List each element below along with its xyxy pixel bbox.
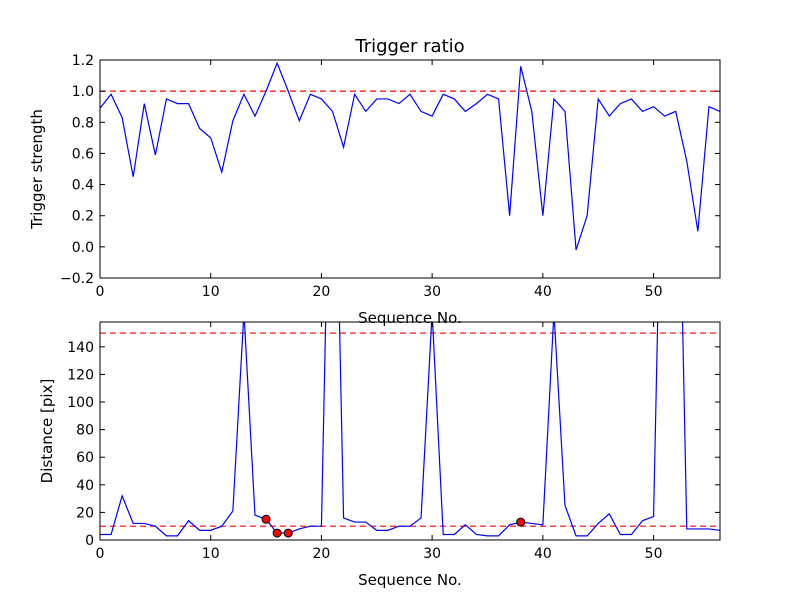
bottom-y-tick-label: 120 xyxy=(67,367,94,383)
bottom-y-ticks: 0 20 40 60 80 100 120 140 xyxy=(67,340,720,549)
bottom-y-tick-label: 100 xyxy=(67,395,94,411)
top-y-axis-label: Trigger strength xyxy=(28,109,46,230)
bottom-series xyxy=(100,322,720,537)
top-y-tick-label: 0.6 xyxy=(72,146,94,162)
bottom-y-tick-label: 80 xyxy=(76,423,94,439)
top-x-tick-label: 10 xyxy=(202,284,220,300)
bottom-markers xyxy=(261,514,526,538)
top-y-tick-label: 0.4 xyxy=(72,178,94,194)
bottom-x-tick-label: 0 xyxy=(96,546,105,562)
top-plot-frame xyxy=(99,59,721,279)
top-x-axis-label: Sequence No. xyxy=(358,309,462,327)
bottom-y-tick-label: 60 xyxy=(76,450,94,466)
bottom-x-axis-label: Sequence No. xyxy=(358,571,462,589)
bottom-y-tick-label: 20 xyxy=(76,505,94,521)
bottom-chart: 0 10 20 30 40 50 0 20 40 60 80 100 120 140 Sequence … xyxy=(38,321,721,589)
top-x-tick-label: 0 xyxy=(96,284,105,300)
bottom-marker-point xyxy=(283,528,293,538)
bottom-threshold-lines xyxy=(100,332,720,527)
top-series xyxy=(100,61,720,251)
top-x-tick-label: 30 xyxy=(423,284,441,300)
bottom-y-tick-label: 140 xyxy=(67,340,94,356)
top-chart: Trigger ratio 0 10 20 30 40 50 −0.20.00.20.40… xyxy=(28,36,721,327)
bottom-plot-frame xyxy=(99,321,721,541)
top-y-tick-label: 1.0 xyxy=(72,84,94,100)
bottom-x-tick-label: 30 xyxy=(423,546,441,562)
bottom-x-tick-label: 10 xyxy=(202,546,220,562)
top-y-tick-label: 1.2 xyxy=(72,53,94,69)
top-x-ticks: 0 10 20 30 40 50 xyxy=(96,60,663,300)
top-y-ticks: −0.2 0.0 0.2 0.4 0.6 0.8 1.0 1.2 xyxy=(60,53,720,287)
bottom-series-line xyxy=(100,322,720,537)
bottom-x-tick-label: 40 xyxy=(534,546,552,562)
bottom-marker-point xyxy=(272,528,282,538)
bottom-x-ticks: 0 10 20 30 40 50 xyxy=(96,322,663,562)
top-y-tick-label: 0.8 xyxy=(72,115,94,131)
top-x-tick-label: 40 xyxy=(534,284,552,300)
top-y-tick-label: −0.2 xyxy=(60,271,94,287)
bottom-x-tick-label: 50 xyxy=(645,546,663,562)
top-y-tick-label: 0.2 xyxy=(72,209,94,225)
top-x-tick-label: 50 xyxy=(645,284,663,300)
top-x-tick-label: 20 xyxy=(313,284,331,300)
top-chart-title: Trigger ratio xyxy=(354,36,464,57)
bottom-marker-point xyxy=(261,514,271,524)
top-series-line xyxy=(100,61,720,251)
bottom-y-tick-label: 0 xyxy=(85,533,94,549)
bottom-y-tick-label: 40 xyxy=(76,478,94,494)
top-y-tick-label: 0.0 xyxy=(72,240,94,256)
bottom-x-tick-label: 20 xyxy=(313,546,331,562)
bottom-marker-point xyxy=(516,517,526,527)
bottom-y-axis-label: Distance [pix] xyxy=(38,379,56,484)
